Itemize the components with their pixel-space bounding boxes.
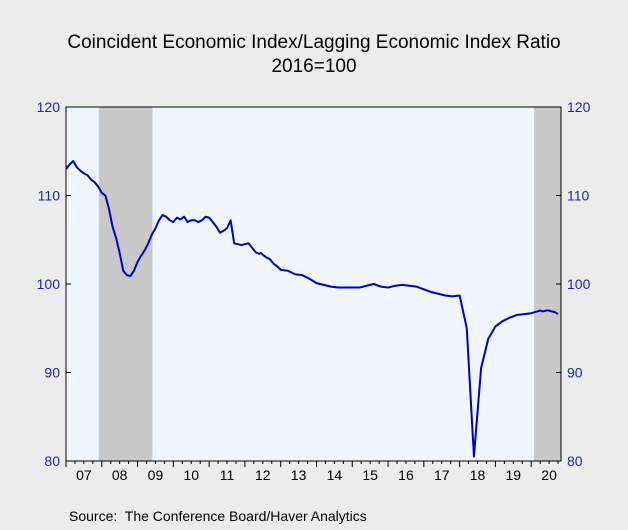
x-tick-label: 08	[112, 467, 128, 483]
chart-subtitle: 2016=100	[271, 56, 357, 77]
x-tick-label: 10	[183, 467, 199, 483]
x-tick-label: 19	[506, 467, 522, 483]
x-tick-label: 16	[398, 467, 414, 483]
y-tick-label-left: 120	[37, 99, 61, 115]
x-tick-label: 07	[76, 467, 92, 483]
chart-title: Coincident Economic Index/Lagging Econom…	[67, 32, 561, 53]
x-tick-label: 17	[434, 467, 450, 483]
y-tick-label-right: 90	[567, 365, 583, 381]
x-tick-label: 18	[470, 467, 486, 483]
y-tick-label-left: 80	[44, 453, 60, 469]
x-tick-label: 15	[362, 467, 378, 483]
y-tick-label-left: 90	[44, 365, 60, 381]
recession-band	[98, 107, 153, 461]
x-tick-label: 14	[327, 467, 343, 483]
x-tick-label: 13	[291, 467, 307, 483]
y-tick-label-left: 110	[38, 188, 61, 204]
y-tick-label-right: 120	[567, 99, 591, 115]
source-note: Source: The Conference Board/Haver Analy…	[69, 508, 367, 524]
y-tick-label-left: 100	[37, 276, 61, 292]
x-tick-label: 09	[148, 467, 164, 483]
series-line	[65, 159, 559, 458]
x-tick-label: 12	[255, 467, 271, 483]
y-tick-label-right: 100	[567, 276, 591, 292]
x-tick-label: 11	[220, 467, 235, 483]
y-tick-label-right: 110	[567, 188, 590, 204]
y-tick-label-right: 80	[567, 453, 583, 469]
x-tick-label: 20	[541, 467, 557, 483]
